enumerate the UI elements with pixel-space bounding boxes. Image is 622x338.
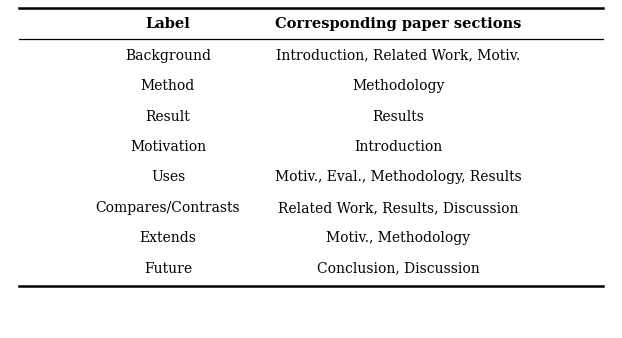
Text: Corresponding paper sections: Corresponding paper sections [275, 17, 521, 31]
Text: Result: Result [146, 110, 190, 124]
Text: Conclusion, Discussion: Conclusion, Discussion [317, 262, 480, 276]
Text: Motivation: Motivation [130, 140, 206, 154]
Text: Motiv., Methodology: Motiv., Methodology [326, 231, 470, 245]
Text: Related Work, Results, Discussion: Related Work, Results, Discussion [278, 201, 518, 215]
Text: Methodology: Methodology [352, 79, 444, 93]
Text: Motiv., Eval., Methodology, Results: Motiv., Eval., Methodology, Results [275, 170, 521, 185]
Text: Background: Background [125, 49, 211, 63]
Text: Introduction, Related Work, Motiv.: Introduction, Related Work, Motiv. [276, 49, 520, 63]
Text: Results: Results [372, 110, 424, 124]
Text: Uses: Uses [151, 170, 185, 185]
Text: Label: Label [146, 17, 190, 31]
Text: Introduction: Introduction [354, 140, 442, 154]
Text: Future: Future [144, 262, 192, 276]
Text: Compares/Contrasts: Compares/Contrasts [96, 201, 240, 215]
Text: Method: Method [141, 79, 195, 93]
Text: Extends: Extends [139, 231, 197, 245]
